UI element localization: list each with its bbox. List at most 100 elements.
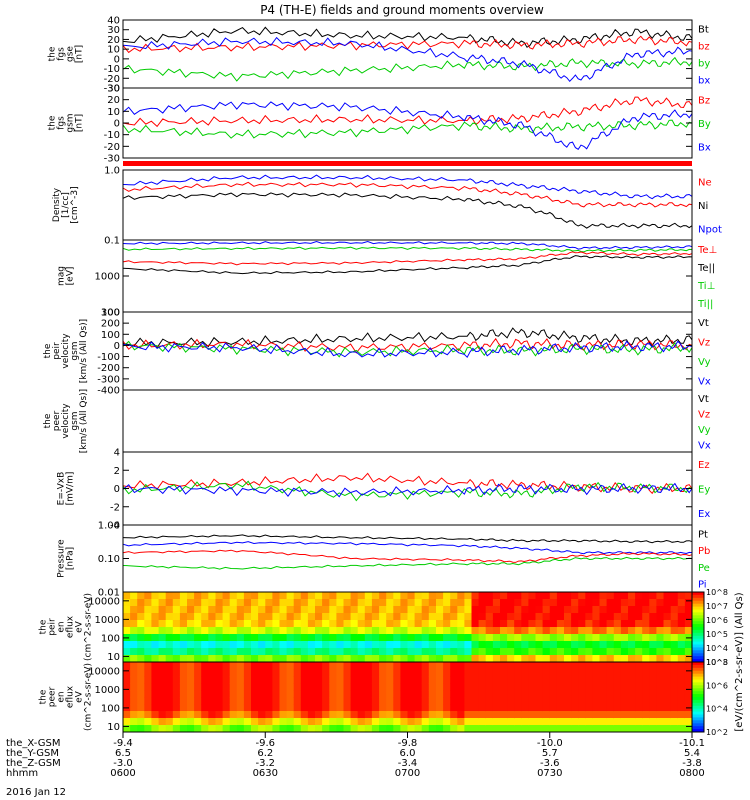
heatmap-cell	[542, 683, 551, 691]
heatmap-cell	[300, 725, 309, 733]
heatmap-cell	[564, 627, 572, 635]
heatmap-cell	[556, 662, 565, 670]
heatmap-cell	[123, 641, 131, 649]
heatmap-cell	[464, 704, 472, 712]
heatmap-cell	[500, 641, 508, 649]
y-axis-label: eflux	[66, 615, 76, 638]
heatmap-cell	[201, 711, 209, 719]
heatmap-cell	[201, 676, 209, 684]
heatmap-cell	[535, 704, 544, 712]
heatmap-cell	[564, 606, 572, 614]
heatmap-cell	[151, 606, 159, 614]
heatmap-cell	[251, 725, 259, 733]
heatmap-cell	[599, 683, 608, 691]
heatmap-cell	[208, 669, 216, 677]
heatmap-cell	[450, 725, 458, 733]
heatmap-cell	[279, 634, 288, 642]
heatmap-cell	[215, 620, 224, 628]
heatmap-cell	[379, 725, 387, 733]
heatmap-cell	[492, 648, 501, 656]
legend-entry: Ti⊥	[697, 281, 715, 292]
colorbar-step	[692, 627, 704, 631]
heatmap-cell	[443, 725, 451, 733]
heatmap-cell	[179, 704, 188, 712]
heatmap-cell	[286, 669, 295, 677]
y-axis-label: [km/s (All Qs)]	[79, 319, 89, 383]
heatmap-cell	[130, 592, 138, 600]
heatmap-cell	[215, 718, 224, 726]
y-axis-label: Pressure	[57, 539, 67, 578]
heatmap-cell	[286, 599, 295, 607]
heatmap-cell	[286, 648, 295, 656]
heatmap-cell	[343, 718, 352, 726]
heatmap-cell	[457, 690, 465, 698]
legend-entry: Ne	[698, 178, 712, 189]
legend-entry: Vx	[698, 376, 711, 387]
heatmap-cell	[628, 676, 636, 684]
legend-entry: Bx	[698, 142, 711, 153]
heatmap-cell	[357, 641, 366, 649]
heatmap-cell	[300, 711, 309, 719]
heatmap-cell	[478, 683, 487, 691]
heatmap-cell	[620, 627, 629, 635]
colorbar-step	[692, 656, 704, 660]
heatmap-cell	[144, 655, 152, 663]
heatmap-cell	[663, 613, 672, 621]
heatmap-cell	[158, 592, 167, 600]
heatmap-cell	[578, 725, 586, 733]
heatmap-cell	[293, 599, 302, 607]
heatmap-cell	[578, 634, 586, 642]
y-axis-label: peir	[48, 618, 58, 636]
heatmap-cell	[386, 669, 394, 677]
heatmap-cell	[421, 613, 430, 621]
heatmap-cell	[236, 704, 245, 712]
colorbar-step	[692, 603, 704, 608]
heatmap-cell	[201, 669, 209, 677]
heatmap-cell	[677, 725, 686, 733]
heatmap-cell	[179, 620, 188, 628]
heatmap-cell	[293, 704, 302, 712]
heatmap-cell	[243, 718, 252, 726]
heatmap-cell	[450, 697, 458, 705]
heatmap-cell	[350, 641, 359, 649]
colorbar-step	[692, 612, 704, 616]
heatmap-cell	[585, 683, 593, 691]
heatmap-cell	[165, 613, 174, 621]
heatmap-cell	[300, 676, 309, 684]
heatmap-cell	[485, 676, 494, 684]
heatmap-cell	[272, 634, 280, 642]
heatmap-cell	[613, 690, 622, 698]
heatmap-cell	[315, 627, 323, 635]
heatmap-cell	[251, 697, 259, 705]
heatmap-cell	[208, 592, 216, 600]
heatmap-cell	[649, 634, 657, 642]
heatmap-cell	[571, 606, 579, 614]
y-axis-label: the	[39, 619, 49, 634]
heatmap-cell	[251, 711, 259, 719]
orbit-row-value: -9.4	[113, 738, 133, 749]
heatmap-cell	[144, 662, 152, 670]
heatmap-cell	[215, 690, 224, 698]
heatmap-cell	[556, 627, 565, 635]
heatmap-cell	[414, 697, 423, 705]
heatmap-cell	[229, 697, 238, 705]
heatmap-cell	[315, 655, 323, 663]
heatmap-cell	[549, 718, 558, 726]
heatmap-cell	[251, 648, 259, 656]
heatmap-cell	[571, 641, 579, 649]
heatmap-cell	[279, 662, 288, 670]
heatmap-cell	[606, 676, 615, 684]
heatmap-cell	[265, 641, 273, 649]
heatmap-cell	[279, 690, 288, 698]
heatmap-cell	[684, 641, 693, 649]
colorbar-step	[692, 597, 704, 602]
heatmap-cell	[443, 613, 451, 621]
heatmap-cell	[656, 620, 664, 628]
heatmap-cell	[300, 690, 309, 698]
heatmap-cell	[613, 725, 622, 733]
heatmap-cell	[172, 606, 181, 614]
heatmap-cell	[172, 676, 181, 684]
heatmap-cell	[130, 725, 138, 733]
heatmap-cell	[322, 606, 330, 614]
heatmap-cell	[336, 606, 344, 614]
